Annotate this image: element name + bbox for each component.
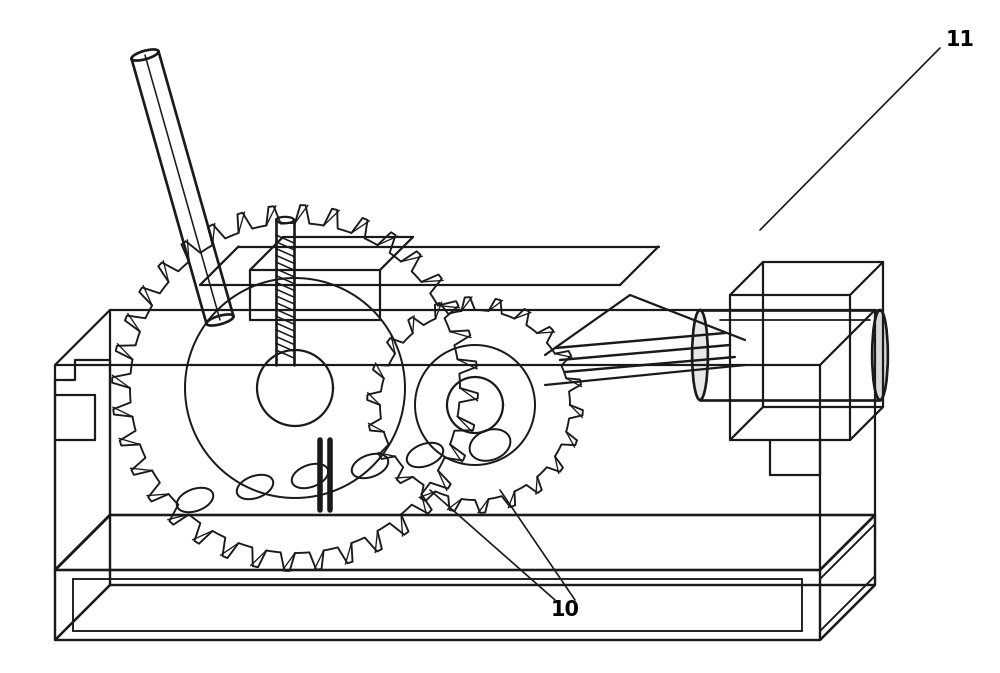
- Ellipse shape: [872, 310, 888, 400]
- Ellipse shape: [206, 314, 234, 326]
- Ellipse shape: [131, 49, 159, 61]
- Ellipse shape: [692, 310, 708, 400]
- Ellipse shape: [276, 217, 294, 223]
- Text: 10: 10: [550, 600, 580, 620]
- Text: 11: 11: [946, 30, 974, 50]
